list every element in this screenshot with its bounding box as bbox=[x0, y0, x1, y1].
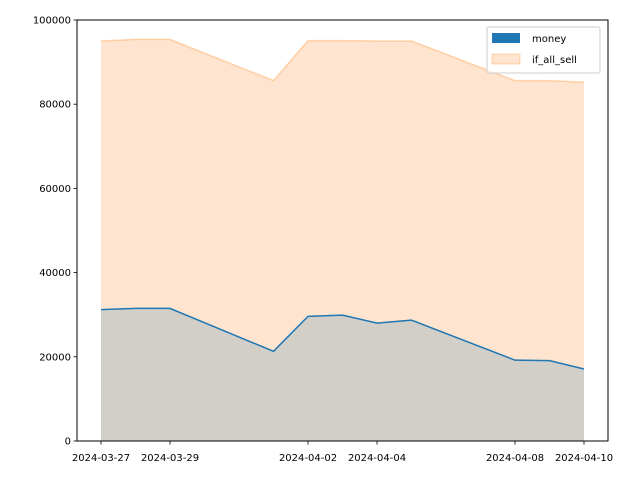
x-tick-label: 2024-04-08 bbox=[486, 453, 544, 464]
y-axis: 0 20000 40000 60000 80000 100000 bbox=[33, 16, 77, 448]
series-line-if-all-sell bbox=[100, 38, 585, 84]
y-tick-label: 80000 bbox=[39, 100, 71, 111]
area-fills bbox=[101, 39, 584, 442]
series-line-money bbox=[100, 307, 585, 370]
x-tick-label: 2024-04-10 bbox=[555, 453, 613, 464]
x-axis: 2024-03-27 2024-03-29 2024-04-02 2024-04-04… bbox=[72, 441, 613, 464]
plot-frame bbox=[76, 19, 609, 442]
y-tick-label: 0 bbox=[65, 437, 71, 448]
x-tick-label: 2024-04-02 bbox=[279, 453, 337, 464]
area-fill-money bbox=[101, 308, 584, 441]
y-tick-label: 100000 bbox=[33, 16, 71, 27]
y-tick-label: 60000 bbox=[39, 184, 71, 195]
legend-label-if-all-sell: if_all_sell bbox=[532, 55, 577, 66]
legend: money if_all_sell bbox=[486, 26, 601, 74]
y-tick-label: 20000 bbox=[39, 352, 71, 363]
x-tick-label: 2024-04-04 bbox=[348, 453, 406, 464]
x-tick-label: 2024-03-29 bbox=[141, 453, 199, 464]
x-tick-label: 2024-03-27 bbox=[72, 453, 130, 464]
legend-swatch-money bbox=[492, 33, 520, 43]
series-lines bbox=[100, 38, 585, 370]
legend-swatch-if-all-sell bbox=[491, 53, 521, 65]
legend-label-money: money bbox=[532, 34, 566, 45]
y-tick-label: 40000 bbox=[39, 268, 71, 279]
